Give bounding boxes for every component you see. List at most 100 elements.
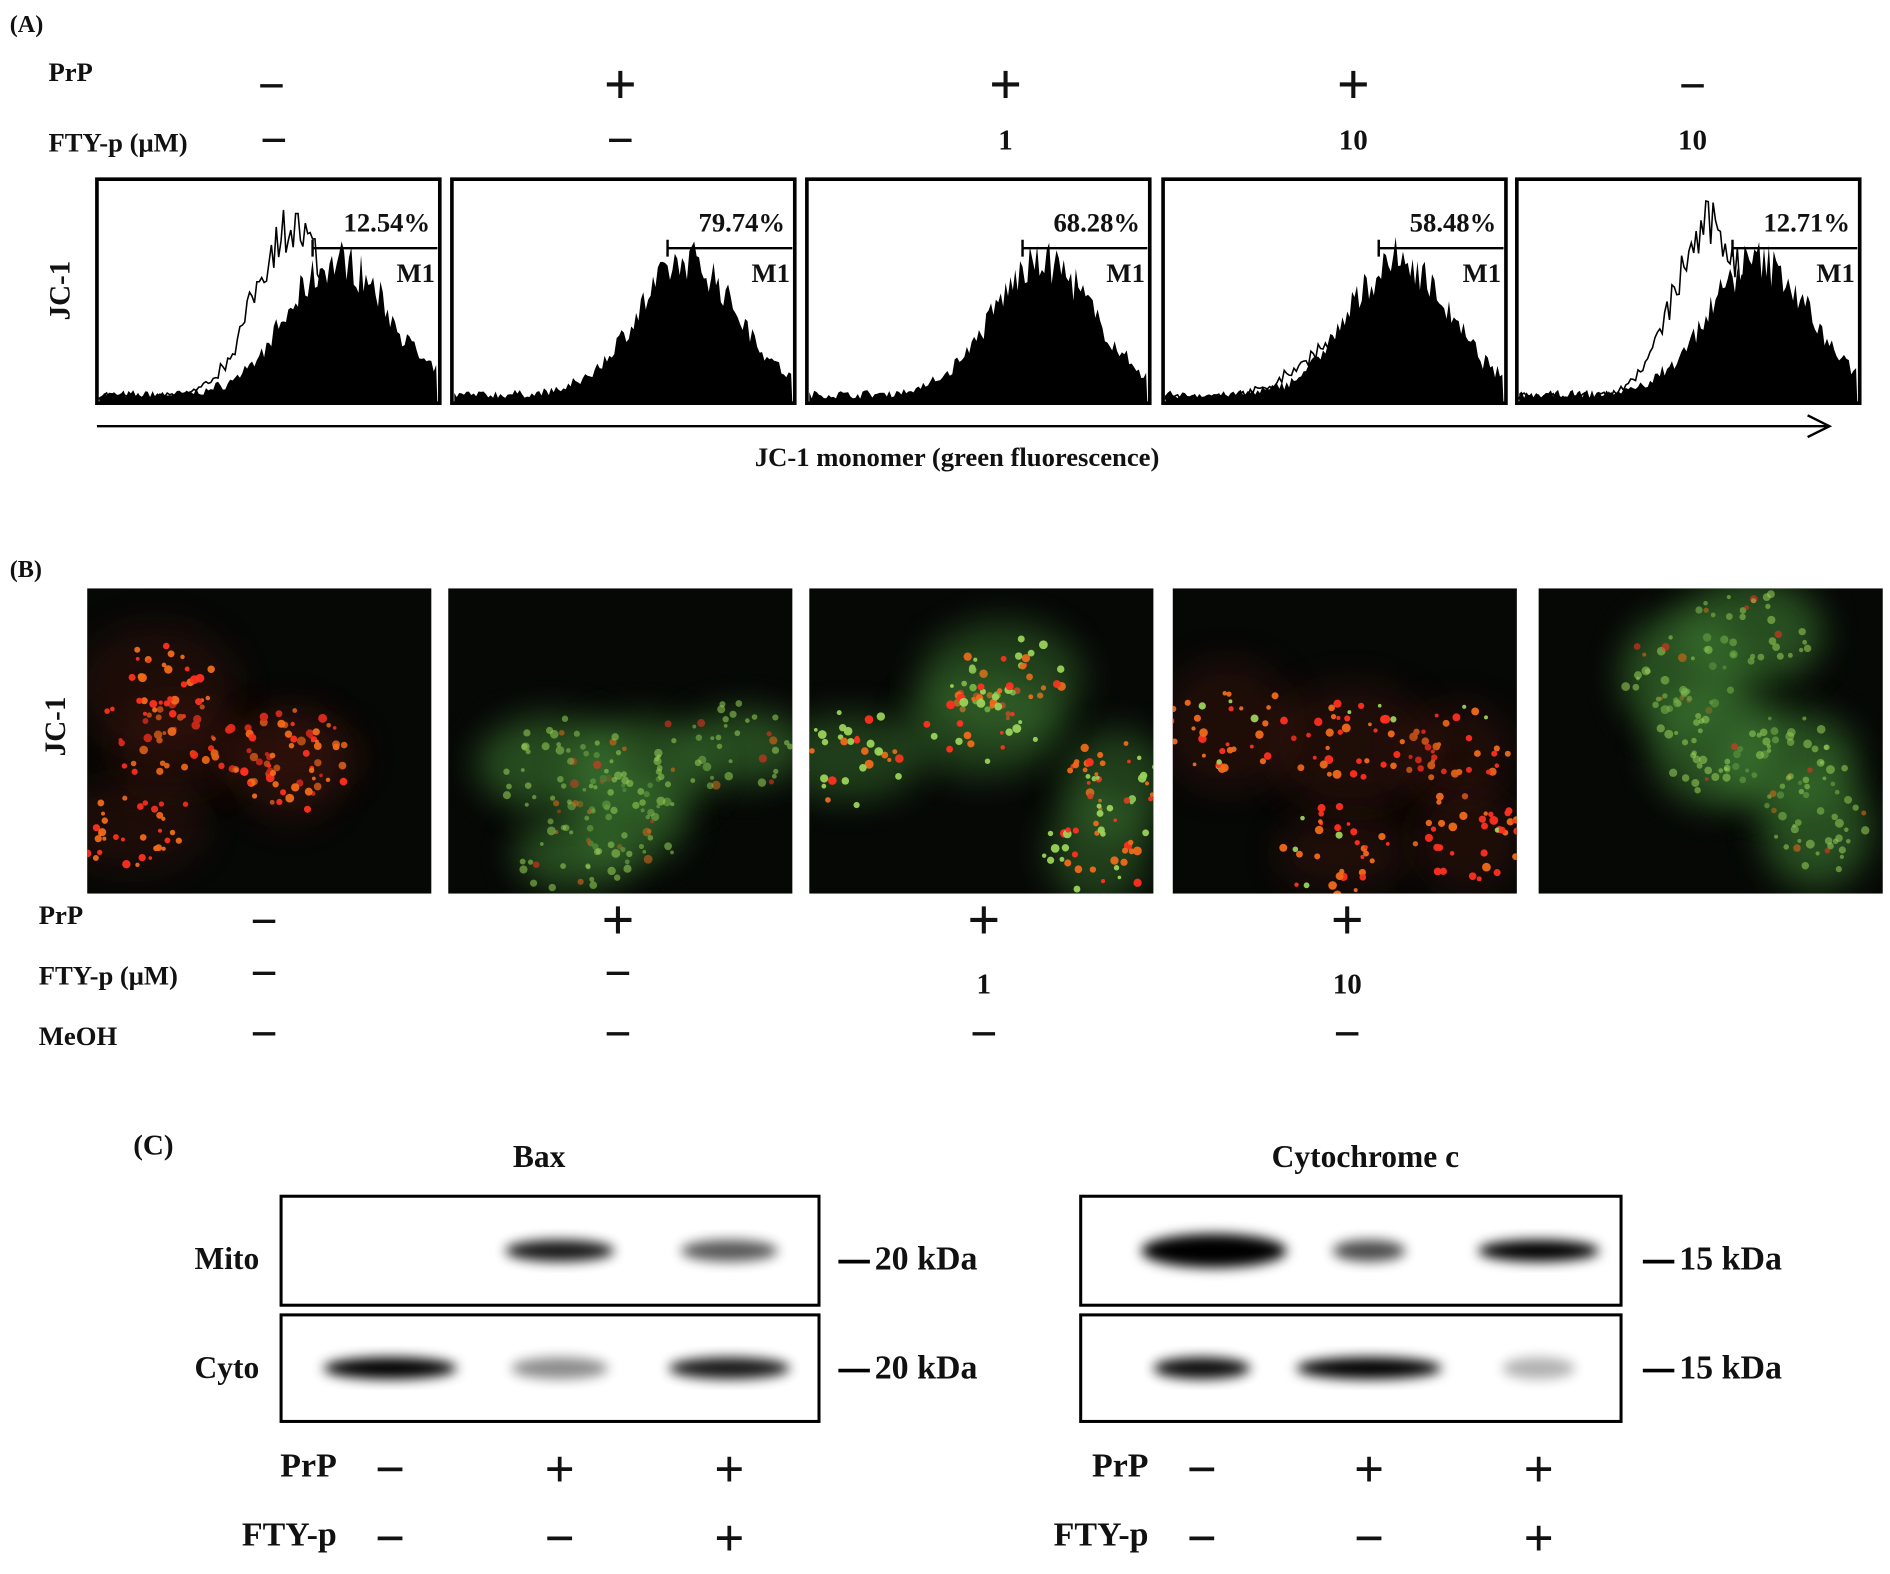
mitochondrion — [1723, 764, 1731, 772]
mitochondrion — [1314, 853, 1321, 860]
mitochondrion — [1778, 811, 1787, 821]
histogram-frame — [1161, 177, 1508, 406]
mitochondrion — [694, 759, 702, 767]
mitochondrion — [1755, 751, 1765, 760]
mitochondrion — [530, 879, 538, 887]
mitochondrion — [248, 733, 257, 742]
mitochondrion — [541, 742, 550, 751]
mitochondrion — [1359, 873, 1367, 881]
mitochondrion — [861, 747, 869, 755]
mitochondrion — [251, 793, 258, 799]
mitochondrion — [1378, 832, 1386, 841]
mitochondrion — [1449, 851, 1455, 856]
mitochondrion — [984, 758, 991, 764]
mitochondrion — [553, 800, 560, 807]
mitochondrion — [1041, 853, 1047, 858]
mitochondrion — [1193, 714, 1201, 722]
mitochondrion — [128, 673, 136, 681]
mitochondrion — [1373, 728, 1378, 733]
mitochondrion — [207, 665, 215, 673]
mitochondrion — [1744, 605, 1750, 611]
mitochondrion — [560, 863, 567, 870]
mitochondrion — [284, 730, 293, 738]
mitochondrion — [104, 708, 110, 714]
cell — [809, 713, 924, 801]
mitochondrion — [1797, 838, 1802, 843]
mitochondrion — [1798, 628, 1806, 636]
mitochondrion — [97, 849, 103, 856]
condition-sign: − — [250, 1008, 278, 1061]
mitochondrion — [1802, 776, 1810, 784]
mitochondrion — [1489, 815, 1499, 825]
mitochondrion — [690, 778, 696, 784]
mitochondrion — [1226, 746, 1234, 754]
row-label: FTY-p — [242, 1516, 337, 1553]
histogram — [1165, 236, 1504, 404]
mitochondrion — [1433, 843, 1441, 852]
mitochondrion — [1067, 767, 1074, 774]
condition-sign: − — [1187, 1440, 1217, 1499]
mitochondrion — [1262, 720, 1269, 727]
mitochondrion — [1292, 846, 1299, 853]
mitochondrion — [853, 801, 860, 809]
mitochondrion — [1436, 799, 1442, 805]
mitochondrion — [1512, 853, 1517, 861]
condition-value: 10 — [1678, 125, 1707, 157]
panel-label: (A) — [10, 11, 44, 38]
mitochondrion — [1632, 683, 1640, 691]
mitochondrion — [97, 799, 105, 807]
mitochondrion — [1652, 701, 1659, 709]
mitochondrion — [1694, 786, 1701, 794]
mitochondrion — [968, 666, 977, 674]
mitochondrion — [605, 813, 613, 821]
mitochondrion — [1762, 737, 1771, 746]
row-label: PrP — [48, 57, 92, 87]
mitochondrion — [650, 819, 655, 824]
cell — [1172, 659, 1295, 792]
mitochondrion — [1757, 653, 1765, 661]
micrograph — [448, 588, 793, 894]
mitochondrion — [1841, 764, 1848, 772]
mitochondrion — [1128, 848, 1135, 855]
mitochondrion — [1128, 795, 1137, 803]
mitochondrion — [169, 829, 176, 836]
mitochondrion — [1802, 639, 1808, 645]
mitochondrion — [809, 767, 811, 772]
mitochondrion — [959, 697, 969, 707]
mitochondrion — [664, 720, 672, 728]
mitochondrion — [1350, 828, 1358, 836]
mitochondrion — [1228, 706, 1234, 712]
mitochondrion — [1816, 807, 1825, 815]
mitochondrion — [527, 859, 534, 865]
gate-label: M1 — [396, 258, 434, 288]
mitochondrion — [566, 799, 572, 805]
mitochondrion — [1428, 774, 1435, 781]
mitochondrion — [1482, 862, 1491, 872]
mitochondrion — [1335, 831, 1343, 839]
mitochondrion — [277, 719, 286, 728]
mitochondrion — [895, 754, 904, 763]
mitochondrion — [772, 714, 779, 721]
mitochondrion — [101, 811, 105, 816]
mitochondrion — [1393, 751, 1401, 759]
mitochondrion — [1691, 778, 1700, 787]
mitochondrion — [623, 864, 632, 873]
mitochondrion — [1726, 594, 1731, 600]
mitochondrion — [546, 826, 556, 836]
condition-sign: − — [250, 895, 278, 948]
mitochondrion — [1412, 841, 1419, 847]
mitochondrion — [158, 801, 165, 807]
mitochondrion — [1303, 882, 1310, 889]
mitochondrion — [1061, 844, 1070, 852]
mitochondrion — [1783, 844, 1789, 850]
mitochondrion — [1774, 630, 1782, 638]
mitochondrion — [711, 780, 721, 790]
mitochondrion — [589, 881, 598, 890]
mitochondrion — [874, 747, 884, 756]
mitochondrion — [1149, 792, 1154, 797]
mitochondrion — [1312, 755, 1317, 760]
condition-sign: − — [375, 1509, 405, 1568]
mitochondrion — [1228, 699, 1233, 704]
condition-value: − — [250, 947, 278, 1000]
mitochondrion — [205, 695, 211, 701]
